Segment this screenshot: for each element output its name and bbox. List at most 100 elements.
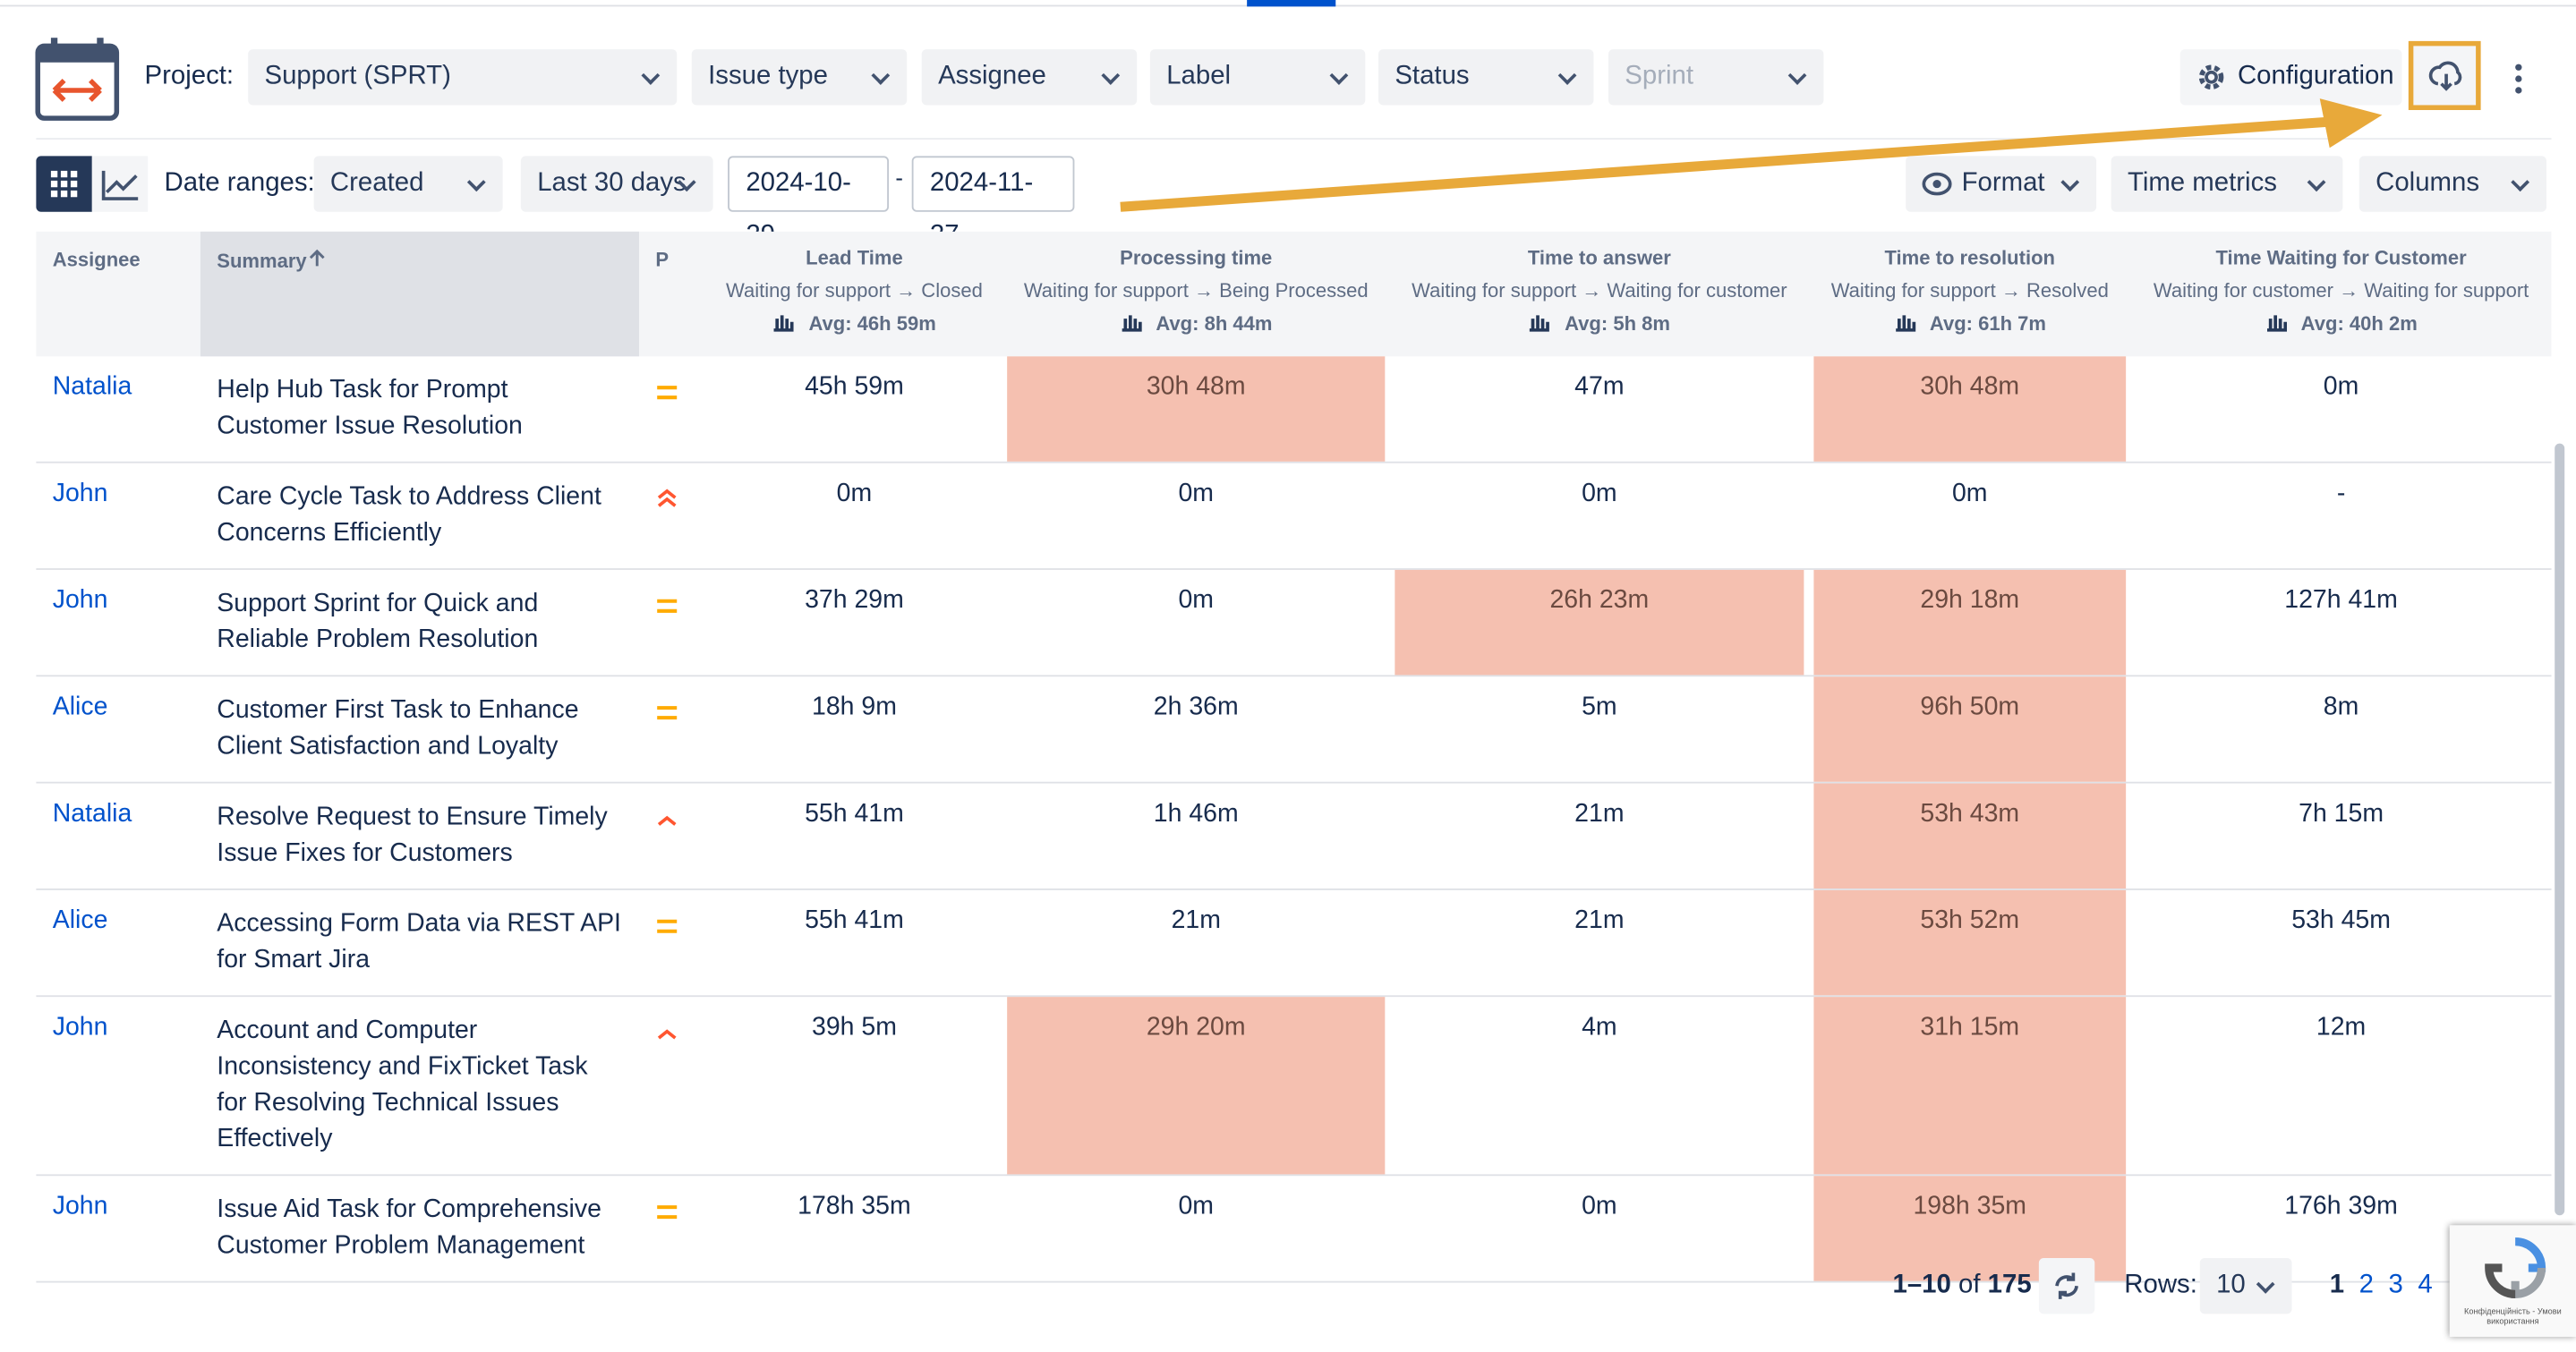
configuration-label: Configuration [2237, 62, 2394, 90]
priority-icon [639, 463, 706, 568]
page-link[interactable]: 1 [2329, 1271, 2345, 1299]
annotation-arrow [1120, 98, 2383, 212]
export-button[interactable] [2408, 40, 2481, 110]
end-date[interactable]: 2024-11-27 [911, 156, 1075, 250]
metric-cell: 18h 9m [811, 693, 897, 721]
metric-cell: 178h 35m [798, 1192, 911, 1220]
summary-cell: Accessing Form Data via REST API for Sma… [217, 909, 621, 974]
configuration-button[interactable]: Configuration [2179, 49, 2402, 106]
metric-title: Lead Time [806, 246, 903, 270]
filter-select[interactable]: Sprint [1608, 49, 1824, 106]
priority-icon [639, 1176, 706, 1280]
metric-cell: 0m [1582, 479, 1617, 508]
page-link[interactable]: 4 [2418, 1271, 2433, 1299]
summary-cell: Account and Computer Inconsistency and F… [217, 1016, 588, 1153]
header-row: Assignee Summary P Lead Time Waiting for sup… [36, 231, 2552, 357]
summary-cell: Help Hub Task for Prompt Customer Issue … [217, 376, 523, 440]
filter-select[interactable]: Assignee [921, 49, 1138, 106]
priority-glyph [657, 489, 677, 507]
gear-icon [2198, 64, 2224, 90]
assignee-link[interactable]: Alice [52, 693, 108, 721]
metric-title: Processing time [1120, 246, 1273, 270]
summary-cell: Support Sprint for Quick and Reliable Pr… [217, 589, 539, 654]
summary-cell: Issue Aid Task for Comprehensive Custome… [217, 1195, 601, 1260]
metric-cell: 0m [1178, 1192, 1215, 1220]
more-icon[interactable] [2511, 63, 2527, 96]
priority-glyph [657, 919, 678, 933]
of: of [1958, 1271, 1981, 1299]
page-link[interactable]: 2 [2358, 1271, 2374, 1299]
metric-header: Time to answer Waiting for support → Wait… [1390, 232, 1809, 356]
metric-cell: 0m [1582, 1192, 1617, 1220]
avg-icon [1893, 312, 1929, 336]
metric-cell: 0m [836, 479, 873, 508]
metric-cell: 45h 59m [805, 372, 904, 401]
avg-text: Avg: 46h 59m [808, 311, 936, 336]
table-row: John Support Sprint for Quick and Reliabl… [36, 569, 2552, 677]
metric-cell: 176h 39m [2284, 1192, 2398, 1220]
metric-cell: 53h 52m [1813, 889, 2127, 996]
recaptcha-text: Конфіденційність - Умови використання [2464, 1307, 2562, 1328]
assignee-cell: Natalia [36, 784, 200, 889]
metric-header: Time to resolution Waiting for support → … [1809, 232, 2131, 356]
start-date[interactable]: 2024-10-29 [728, 156, 890, 250]
divider [36, 138, 2552, 140]
metric-avg: Avg: 5h 8m [1390, 307, 1809, 340]
table-row: Natalia Resolve Request to Ensure Timely … [36, 783, 2552, 890]
metric-cell: 53h 43m [1813, 783, 2127, 889]
metric-avg: Avg: 40h 2m [2131, 307, 2552, 340]
project-label: Project: [144, 62, 235, 90]
assignee-link[interactable]: Alice [52, 906, 108, 935]
header-cell: Summary [200, 231, 640, 357]
metric-header: Lead Time Waiting for support → Closed Avg… [706, 232, 1002, 356]
active-tab [1247, 0, 1336, 7]
metric-cell: 0m [2323, 372, 2359, 401]
metric-cell: 1h 46m [1153, 799, 1239, 829]
filter-select[interactable]: Label [1149, 49, 1366, 106]
metric-cell: 37h 29m [805, 586, 904, 615]
metric-cell: 55h 41m [805, 799, 904, 829]
metric-transition: Waiting for support → Being Processed [1023, 279, 1369, 302]
priority-icon [639, 356, 706, 461]
metric-cell: 29h 18m [1813, 569, 2127, 676]
filter-select[interactable]: Status [1378, 49, 1594, 106]
page-link[interactable]: 3 [2388, 1271, 2403, 1299]
metric-cell: 5m [1582, 693, 1617, 721]
header-cell: P [655, 248, 670, 271]
filter-select[interactable]: Issue type [691, 49, 908, 106]
metric-cell: 39h 5m [811, 1013, 897, 1042]
avg-icon [1120, 312, 1156, 336]
metric-transition: Waiting for support → Closed [726, 279, 983, 302]
metric-cell: 4m [1582, 1013, 1617, 1042]
scrollbar [2555, 443, 2565, 1216]
assignee-link[interactable]: John [52, 1013, 108, 1042]
summary-cell: Care Cycle Task to Address Client Concer… [217, 482, 601, 548]
project-select[interactable]: Support (SPRT) [248, 49, 678, 106]
assignee-link[interactable]: Natalia [52, 799, 132, 829]
assignee-link[interactable]: John [52, 1192, 108, 1220]
table-view-button[interactable] [36, 156, 92, 212]
recaptcha-icon [2485, 1237, 2546, 1298]
columns-button[interactable]: Columns [2358, 156, 2547, 212]
priority-glyph [657, 1029, 677, 1040]
refresh-button[interactable] [2038, 1257, 2095, 1314]
table-row: Natalia Help Hub Task for Prompt Customer… [36, 356, 2552, 463]
assignee-cell: John [36, 570, 200, 675]
date-field-select[interactable]: Created [313, 156, 503, 212]
assignee-link[interactable]: Natalia [52, 372, 132, 401]
priority-icon [639, 676, 706, 781]
rows-select[interactable]: 10 [2199, 1257, 2292, 1314]
sort-arrow [307, 249, 327, 273]
assignee-link[interactable]: John [52, 479, 108, 508]
time-metrics-button[interactable]: Time metrics [2111, 156, 2343, 212]
chart-view-button[interactable] [91, 156, 149, 212]
assignee-link[interactable]: John [52, 586, 108, 615]
date-separator: - [895, 164, 903, 191]
period-select[interactable]: Last 30 days [520, 156, 713, 212]
metric-transition: Waiting for customer → Waiting for suppo… [2153, 279, 2529, 302]
metric-cell: 31h 15m [1813, 997, 2127, 1175]
metric-cell: 2h 36m [1153, 693, 1239, 721]
metric-avg: Avg: 61h 7m [1809, 307, 2131, 340]
